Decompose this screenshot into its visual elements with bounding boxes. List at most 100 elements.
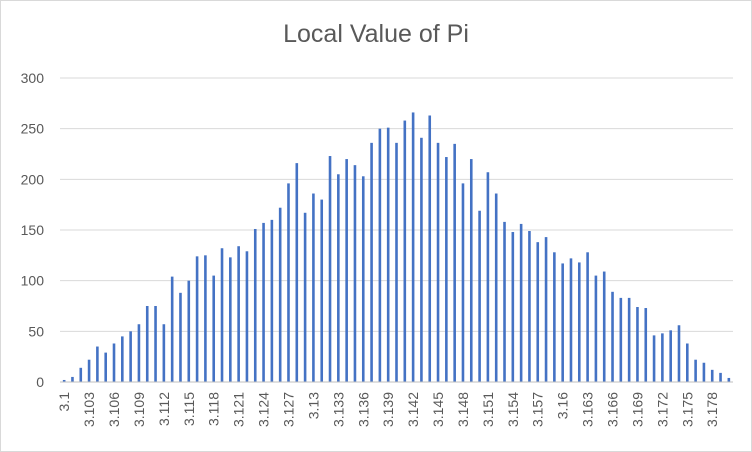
bar <box>187 280 191 382</box>
bar <box>253 228 257 382</box>
bar <box>386 127 390 382</box>
x-tick-label: 3.178 <box>704 392 720 427</box>
bar <box>594 275 598 382</box>
bar <box>303 212 307 382</box>
bar <box>686 343 689 382</box>
bar <box>411 112 415 382</box>
bar <box>511 232 515 382</box>
bar <box>62 379 66 382</box>
y-tick-label: 50 <box>28 323 44 339</box>
bar <box>661 333 664 382</box>
bar <box>361 176 365 382</box>
bar <box>428 115 432 382</box>
bar <box>602 271 606 382</box>
bar <box>96 346 99 382</box>
bar <box>478 210 481 382</box>
x-tick-label: 3.121 <box>231 392 247 427</box>
y-tick-label: 100 <box>21 273 45 289</box>
bar <box>370 142 373 382</box>
bar <box>154 306 157 382</box>
bar <box>204 255 207 382</box>
bar <box>112 343 116 382</box>
bar <box>561 263 564 382</box>
bar <box>627 297 631 382</box>
bar <box>229 257 232 382</box>
x-tick-label: 3.172 <box>654 392 670 427</box>
bar <box>320 199 324 382</box>
bar <box>220 248 224 382</box>
bar <box>644 308 648 382</box>
x-tick-label: 3.133 <box>330 392 346 427</box>
bar <box>727 377 731 382</box>
x-tick-label: 3.163 <box>580 392 596 427</box>
bar <box>453 143 456 382</box>
bar <box>170 276 174 382</box>
bar <box>262 222 265 382</box>
bar <box>420 137 423 382</box>
bar <box>353 165 357 382</box>
bar <box>245 251 249 382</box>
y-tick-label: 300 <box>21 70 45 86</box>
bar <box>79 367 83 382</box>
x-tick-label: 3.169 <box>629 392 645 427</box>
bar <box>345 159 348 382</box>
bar <box>677 325 681 382</box>
x-tick-label: 3.103 <box>81 392 97 427</box>
bar <box>436 142 440 382</box>
bar <box>237 246 240 382</box>
x-tick-label: 3.139 <box>380 392 396 427</box>
x-tick-label: 3.127 <box>280 392 296 427</box>
x-tick-label: 3.151 <box>480 392 496 427</box>
bar <box>553 252 556 382</box>
bar <box>378 128 382 382</box>
bar <box>536 242 540 382</box>
bar <box>287 183 290 382</box>
bar <box>87 359 91 382</box>
bar <box>137 324 141 382</box>
bar <box>652 335 656 382</box>
bar <box>278 207 282 382</box>
bar <box>312 193 315 382</box>
bar <box>395 142 398 382</box>
x-tick-label: 3.136 <box>355 392 371 427</box>
bar <box>719 372 722 382</box>
x-tick-label: 3.175 <box>679 392 695 427</box>
bar <box>577 262 581 382</box>
x-tick-label: 3.142 <box>405 392 421 427</box>
bar <box>328 156 332 382</box>
y-tick-label: 200 <box>21 171 45 187</box>
bar <box>669 330 672 382</box>
bar <box>295 163 299 382</box>
y-tick-label: 150 <box>21 222 45 238</box>
bar <box>619 297 623 382</box>
y-tick-label: 250 <box>21 121 45 137</box>
x-tick-label: 3.148 <box>455 392 471 427</box>
y-tick-label: 0 <box>36 374 44 390</box>
x-tick-label: 3.13 <box>305 392 321 419</box>
bar <box>486 172 490 382</box>
bar <box>403 120 407 382</box>
bar <box>461 183 465 382</box>
bar <box>586 252 589 382</box>
x-tick-label: 3.118 <box>206 392 222 426</box>
bar <box>121 336 124 382</box>
bar <box>694 359 697 382</box>
x-tick-label: 3.1 <box>56 392 72 412</box>
x-tick-label: 3.166 <box>605 392 621 427</box>
bar <box>519 223 523 382</box>
x-tick-label: 3.157 <box>530 392 546 427</box>
bar <box>636 307 639 382</box>
x-tick-label: 3.16 <box>555 392 571 419</box>
bar <box>445 157 448 382</box>
x-tick-label: 3.124 <box>256 392 272 427</box>
x-tick-label: 3.145 <box>430 392 446 427</box>
bar <box>569 258 573 382</box>
bar <box>337 174 340 382</box>
bar <box>702 362 706 382</box>
x-tick-label: 3.154 <box>505 392 521 427</box>
bar <box>544 237 548 382</box>
chart-title: Local Value of Pi <box>283 20 469 48</box>
bar <box>179 292 182 382</box>
